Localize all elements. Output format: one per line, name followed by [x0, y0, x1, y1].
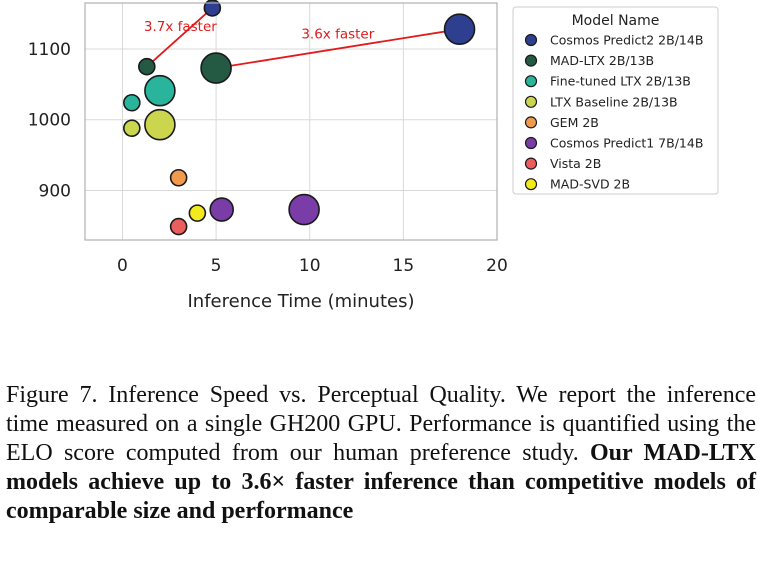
- data-point: [169, 168, 188, 187]
- data-point: [209, 197, 235, 222]
- annotation-arrow-line: [215, 28, 460, 69]
- data-point: [123, 93, 141, 112]
- data-point: [144, 74, 176, 107]
- legend-marker: [524, 95, 538, 108]
- legend-title: Model Name: [572, 13, 660, 29]
- legend-box: [512, 6, 719, 195]
- legend-marker: [524, 157, 538, 170]
- x-tick-label: 10: [299, 256, 321, 276]
- legend-label: Cosmos Predict1 7B/14B: [550, 136, 703, 151]
- data-point: [144, 108, 176, 141]
- x-tick-label: 15: [393, 256, 415, 276]
- legend-label: GEM 2B: [550, 115, 599, 130]
- legend-marker: [524, 178, 538, 191]
- legend-marker: [524, 75, 538, 88]
- scatter-plot: 0 5 10 15 20 900 1000 1100 3.7x faster 3.6x fas…: [28, 0, 719, 312]
- y-tick-label: 900: [39, 181, 71, 201]
- x-axis-ticks: 0 5 10 15 20: [117, 256, 508, 276]
- data-point: [288, 193, 320, 226]
- x-tick-label: 20: [486, 256, 508, 276]
- data-point: [169, 217, 188, 236]
- data-point: [138, 57, 156, 76]
- caption-bold-text: Our MAD-LTX models achieve up to 3.6× fa…: [6, 440, 756, 524]
- data-point: [203, 0, 222, 17]
- data-point: [188, 204, 207, 222]
- annotation-label: 3.7x faster: [144, 19, 217, 35]
- legend-label: Fine-tuned LTX 2B/13B: [550, 74, 691, 89]
- figure-caption: Figure 7. Inference Speed vs. Perceptual…: [6, 381, 756, 526]
- legend-label: MAD-SVD 2B: [550, 177, 630, 192]
- data-point: [443, 13, 476, 45]
- x-tick-label: 5: [211, 256, 222, 276]
- legend-marker: [524, 116, 538, 129]
- legend-label: Vista 2B: [550, 156, 601, 171]
- legend-marker: [524, 54, 538, 67]
- y-tick-label: 1100: [28, 40, 71, 60]
- plot-frame: [84, 2, 498, 241]
- y-axis-ticks: 900 1000 1100: [28, 40, 71, 201]
- legend-items: Cosmos Predict2 2B/14B MAD-LTX 2B/13B Fine…: [524, 33, 703, 192]
- legend: Model Name Cosmos Predict2 2B/14B MAD-LTX…: [512, 6, 719, 195]
- legend-label: MAD-LTX 2B/13B: [550, 53, 654, 68]
- data-point: [200, 52, 232, 84]
- annotation-arrow-line: [146, 7, 213, 68]
- annotation-label: 3.6x faster: [301, 27, 374, 43]
- y-tick-label: 1000: [28, 111, 71, 131]
- legend-marker: [524, 136, 538, 150]
- x-tick-label: 0: [117, 256, 128, 276]
- data-points: [123, 0, 476, 236]
- annotation-labels: 3.7x faster 3.6x faster: [144, 19, 375, 43]
- data-point: [123, 119, 141, 138]
- x-axis-label: Inference Time (minutes): [188, 291, 415, 312]
- legend-label: Cosmos Predict2 2B/14B: [550, 33, 703, 48]
- legend-marker: [524, 33, 538, 47]
- legend-label: LTX Baseline 2B/13B: [550, 94, 678, 109]
- caption-regular-text: Figure 7. Inference Speed vs. Perceptual…: [6, 382, 756, 466]
